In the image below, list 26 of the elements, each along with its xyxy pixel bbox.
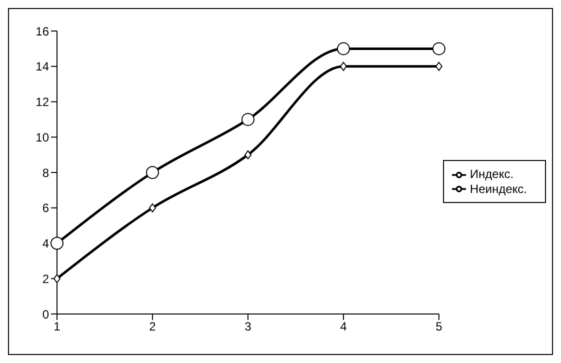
x-tick-label: 2 [149, 320, 156, 334]
y-tick-label: 0 [42, 307, 50, 322]
legend-label: Индекс. [470, 166, 514, 181]
x-tick-label: 5 [436, 320, 443, 334]
legend-label: Неиндекс. [470, 182, 527, 196]
x-tick-label: 3 [244, 320, 252, 334]
point [244, 150, 252, 160]
x-tick-label: 4 [340, 320, 348, 334]
point [340, 62, 347, 71]
y-tick-label: 4 [42, 236, 50, 251]
y-tick-label: 8 [42, 166, 50, 180]
x-tick-label: 1 [54, 320, 61, 334]
point [432, 42, 446, 56]
point [54, 274, 60, 284]
point [435, 62, 442, 71]
y-tick-label: 12 [36, 95, 50, 110]
point [148, 203, 156, 212]
point [146, 166, 159, 179]
point [241, 112, 254, 126]
point [336, 42, 350, 56]
y-tick-label: 2 [42, 272, 50, 286]
y-tick-label: 14 [36, 60, 50, 74]
point [50, 236, 64, 250]
y-tick-label: 6 [42, 201, 50, 216]
y-tick-label: 10 [36, 130, 50, 144]
y-tick-label: 16 [36, 24, 50, 38]
